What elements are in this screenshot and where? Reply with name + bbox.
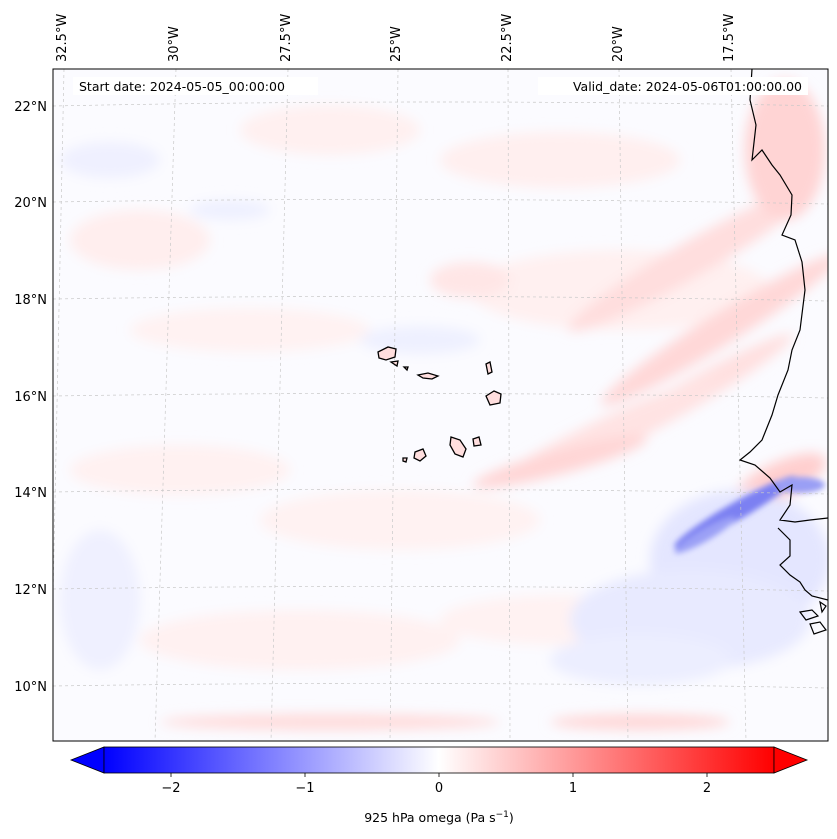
lat-label-16n: 16°N	[14, 390, 47, 405]
colorbar-ticks	[170, 773, 708, 777]
lat-label-10n: 10°N	[14, 680, 47, 695]
colorbar-gradient	[103, 746, 775, 774]
latitude-labels: 22°N 20°N 18°N 16°N 14°N 12°N 10°N	[14, 100, 47, 695]
island-sao-vicente	[389, 360, 399, 368]
island-santo-antao	[377, 346, 397, 361]
valid-date-label: Valid_date: 2024-05-06T01:00:00.00	[573, 79, 802, 94]
lat-label-14n: 14°N	[14, 486, 47, 501]
colorbar-tick-1: 1	[569, 781, 577, 796]
island-sao-nicolau	[416, 372, 440, 380]
colorbar-title-close: )	[509, 810, 514, 825]
colorbar-extend-max	[773, 746, 809, 774]
island-santa-luzia	[402, 366, 409, 372]
lat-label-20n: 20°N	[14, 196, 47, 211]
lon-label-32-5w: 32.5°W	[55, 14, 70, 62]
colorbar-tick-2: 2	[703, 781, 711, 796]
lon-label-22-5w: 22.5°W	[500, 14, 515, 62]
lat-label-12n: 12°N	[14, 583, 47, 598]
lat-label-22n: 22°N	[14, 100, 47, 115]
valid-date-box	[538, 77, 808, 95]
island-fogo	[413, 448, 427, 462]
colorbar: −2 −1 0 1 2 925 hPa omega (Pa s−1)	[69, 746, 809, 825]
omega-field	[60, 80, 828, 730]
island-santiago	[449, 436, 467, 458]
map-panel: Start date: 2024-05-05_00:00:00 Valid_da…	[52, 68, 829, 742]
lon-label-17-5w: 17.5°W	[722, 14, 737, 62]
colorbar-title-sup: −1	[496, 810, 509, 820]
lat-label-18n: 18°N	[14, 293, 47, 308]
lon-label-30w: 30°W	[167, 26, 182, 62]
lon-label-20w: 20°W	[611, 26, 626, 62]
start-date-box	[73, 77, 318, 95]
lon-label-27-5w: 27.5°W	[279, 14, 294, 62]
island-brava	[402, 457, 408, 463]
colorbar-tick-0: 0	[435, 781, 443, 796]
cape-verde-islands	[377, 346, 502, 463]
colorbar-title: 925 hPa omega (Pa s−1)	[364, 810, 514, 825]
longitude-labels: 32.5°W 30°W 27.5°W 25°W 22.5°W 20°W 17.5…	[55, 14, 737, 62]
island-boa-vista	[485, 390, 502, 406]
colorbar-title-main: 925 hPa omega (Pa s	[364, 810, 495, 825]
colorbar-tick-neg1: −1	[295, 781, 314, 796]
colorbar-tick-neg2: −2	[161, 781, 180, 796]
map-frame	[52, 68, 829, 742]
start-date-label: Start date: 2024-05-05_00:00:00	[79, 79, 285, 94]
island-maio	[472, 436, 482, 447]
lon-label-25w: 25°W	[389, 26, 404, 62]
island-sal	[485, 361, 493, 375]
colorbar-extend-min	[69, 746, 105, 774]
coastline	[738, 69, 828, 635]
gridlines	[53, 69, 828, 741]
